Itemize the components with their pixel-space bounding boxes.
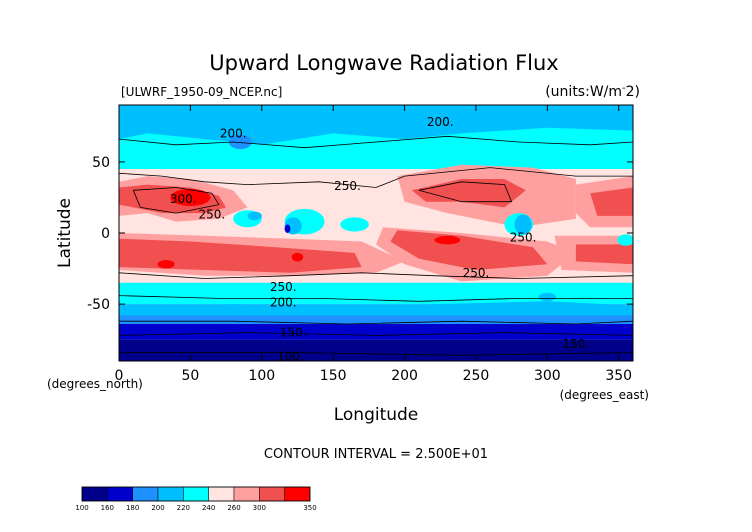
contour-200-north [119,135,633,149]
contour-300-na [418,181,513,203]
plot-area: 200.200.250.300.250.250.250.250.200.150.… [119,105,633,364]
south-africa-hot [157,260,175,269]
colorbar: 100 160 180 200 220 240 260 300 350 [75,486,317,512]
contour-300-africa [132,187,220,214]
contour-labels: 200.200.250.300.250.250.250.250.200.150.… [170,115,590,364]
x-tick-label-1: 50 [181,368,199,384]
south-indian-cyan [144,288,179,297]
south-blue-band [119,315,633,325]
y-axis: -50 0 50 [87,155,633,313]
contour-label-11: 100. [277,350,304,364]
colorbar-swatch-6 [233,486,260,502]
contour-250-south [119,272,633,279]
equator-lightblue-1 [247,211,262,221]
colorbar-label-5: 240 [202,504,215,512]
south-dark-blue-band [119,339,633,361]
y-unit-label: (degrees_north) [47,377,143,391]
chart-title: Upward Longwave Radiation Flux [209,51,558,75]
east-atlantic-red [590,187,633,216]
colorbar-swatch-3 [157,486,184,502]
colorbar-label-3: 200 [151,504,164,512]
x-axis-label: Longitude [334,405,419,425]
colorbar-swatch-4 [183,486,209,502]
x-axis: 0 50 100 150 200 250 300 350 [115,105,632,384]
south-pacific-cyan [447,292,476,302]
contour-label-0: 200. [220,126,247,140]
x-tick-label-2: 100 [248,368,275,384]
colorbar-frame [81,486,311,502]
y-axis-label: Latitude [55,198,75,268]
south-light-blue-edge [119,301,633,316]
contour-label-9: 150. [280,326,307,340]
sh-east-red [390,230,548,270]
contour-interval-text: CONTOUR INTERVAL = 2.500E+01 [264,447,488,462]
colorbar-label-2: 180 [126,504,139,512]
x-tick-label-4: 200 [391,368,418,384]
x-tick-label-7: 350 [605,368,632,384]
australia-hot [291,252,304,262]
pacific-hot-spot [434,235,461,245]
north-light-blue [119,105,633,145]
colorbar-label-0: 100 [75,504,88,512]
colorbar-label-1: 160 [101,504,114,512]
sahara-hot [170,188,211,206]
sh-west-red [119,238,362,273]
colorbar-swatch-2 [132,486,159,502]
south-atlantic-lightblue [538,292,556,302]
contour-label-7: 250. [270,280,297,294]
contour-label-5: 250. [510,230,537,244]
contour-150-south [119,332,633,336]
units-label: (units:W/m-2) [545,83,640,100]
contour-label-1: 200. [427,115,454,129]
x-tick-label-6: 300 [534,368,561,384]
south-medium-blue-band [119,324,633,340]
south-atlantic-red [575,244,633,265]
file-label: [ULWRF_1950-09_NCEP.nc] [121,85,282,99]
contour-label-2: 250. [334,179,361,193]
contour-250-north [119,167,633,188]
contour-200-south [119,295,633,302]
colorbar-swatch-7 [259,486,285,502]
amazon-lightblue [514,214,532,235]
colorbar-swatch-0 [81,486,108,502]
y-tick-label-0: -50 [87,297,110,313]
contour-175-south [119,320,633,325]
y-tick-label-2: 50 [92,155,110,171]
contour-100-south [119,352,633,356]
contour-label-4: 250. [198,208,225,222]
colorbar-swatch-5 [208,486,235,502]
atlantic-cyan [617,234,633,246]
colorbar-label-4: 220 [177,504,190,512]
maritime-blue [284,224,291,233]
colorbar-label-6: 260 [227,504,240,512]
north-blue-spot [228,134,252,150]
south-cyan-band [119,282,633,305]
colorbar-swatch-1 [107,486,133,502]
x-tick-label-5: 250 [463,368,490,384]
colorbar-label-8: 350 [303,504,316,512]
contour-label-6: 250. [463,266,490,280]
colorbar-label-7: 300 [253,504,266,512]
x-unit-label: (degrees_east) [560,388,649,402]
y-tick-label-1: 0 [101,226,110,242]
west-pacific-cyan [340,217,369,232]
colorbar-swatch-8 [284,486,311,502]
contour-label-3: 300. [170,192,197,206]
x-tick-label-0: 0 [115,368,124,384]
contour-label-10: 150. [563,337,590,351]
x-tick-label-3: 150 [320,368,347,384]
contour-label-8: 200. [270,296,297,310]
contour-lines [119,135,633,356]
